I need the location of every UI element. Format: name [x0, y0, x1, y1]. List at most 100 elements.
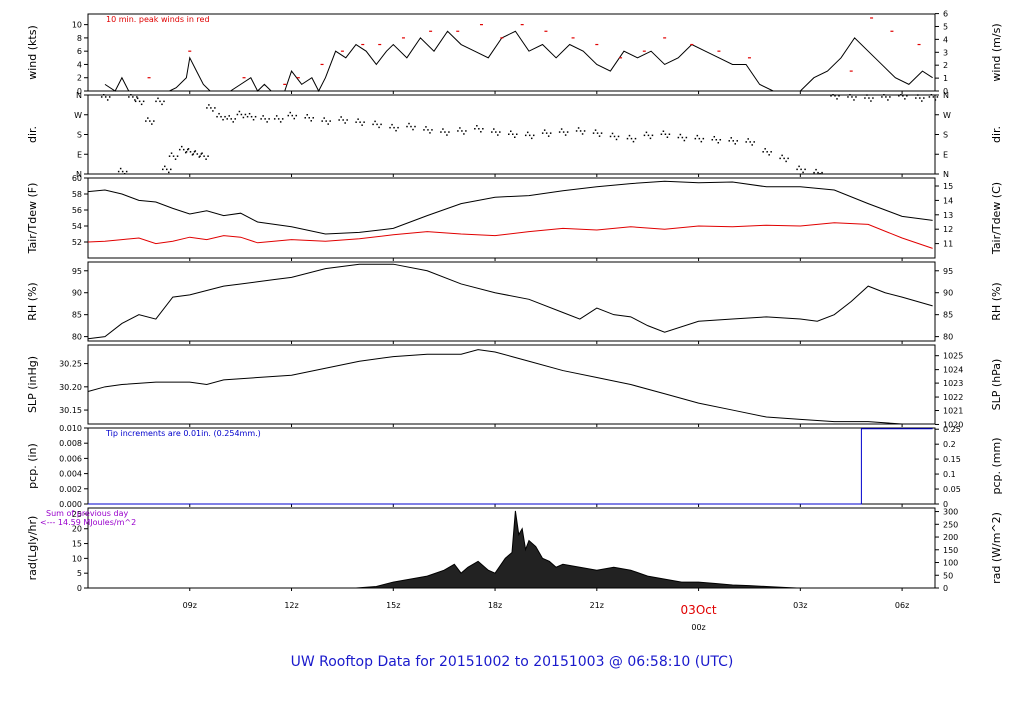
dir-point — [457, 130, 459, 132]
slp-ytick-right-label: 1021 — [943, 407, 963, 416]
dir-point — [683, 139, 686, 142]
dir-point — [866, 94, 868, 96]
dir-point — [804, 168, 806, 171]
dir-point — [813, 171, 815, 174]
dir-point — [497, 134, 499, 136]
dir-point — [834, 95, 836, 97]
dir-point — [715, 138, 718, 141]
slp-ytick-right-label: 1023 — [943, 379, 963, 388]
slp-ytick-right-label: 1025 — [943, 352, 963, 361]
dir-point — [151, 123, 153, 125]
dir-point — [130, 94, 132, 96]
dir-point — [180, 145, 183, 148]
slp-ytick-right-label: 1020 — [943, 420, 963, 429]
dir-point — [176, 155, 179, 157]
dir-point — [499, 131, 501, 133]
dir-point — [191, 154, 194, 156]
x-tick-label: 12z — [284, 601, 298, 610]
dir-point — [228, 115, 230, 117]
dir-point — [119, 167, 122, 170]
temp-ytick-right-label: 14 — [943, 196, 953, 205]
dir-point — [325, 120, 327, 122]
dir-point — [764, 148, 766, 150]
dir-ylabel-left: dir. — [26, 126, 39, 143]
wind-ytick-right-label: 5 — [943, 22, 948, 31]
rh-panel-frame — [87, 261, 936, 342]
dir-point — [340, 116, 342, 118]
rh-ytick-right-label: 80 — [943, 333, 953, 342]
rad-ytick-left-label: 0 — [77, 584, 82, 593]
dir-point — [393, 126, 395, 129]
dir-point — [651, 134, 654, 137]
dir-point — [293, 117, 296, 120]
wind-ytick-right-label: 1 — [943, 74, 948, 83]
pcp-ytick-right-label: 0.15 — [943, 455, 961, 464]
rh-ytick-right-label: 85 — [943, 311, 953, 320]
dir-point — [547, 135, 550, 137]
pcp-ytick-left-label: 0.002 — [59, 485, 82, 494]
dir-point — [819, 173, 821, 175]
dir-point — [728, 140, 730, 142]
dir-point — [220, 115, 222, 118]
dir-point — [207, 155, 209, 157]
dir-ytick-left-label: W — [74, 111, 82, 120]
dir-point — [668, 133, 671, 135]
dir-point — [410, 125, 412, 128]
rh-ylabel-right: RH (%) — [990, 282, 1003, 320]
dir-point — [376, 123, 378, 126]
dir-point — [397, 126, 399, 129]
dir-point — [579, 130, 582, 132]
dir-point — [530, 137, 533, 140]
temp-ytick-right-label: 11 — [943, 240, 953, 249]
dir-point — [184, 151, 187, 154]
dir-point — [474, 128, 476, 130]
dir-point — [262, 115, 264, 117]
dir-point — [205, 158, 207, 160]
dir-point — [380, 123, 382, 126]
dir-point — [412, 128, 414, 131]
dir-point — [123, 173, 126, 175]
slp-ytick-right-label: 1024 — [943, 366, 963, 375]
dir-point — [564, 134, 567, 136]
dir-point — [543, 129, 546, 131]
slp-series-line-0 — [87, 349, 933, 425]
dir-point — [134, 99, 136, 101]
rad-ytick-right-label: 0 — [943, 584, 948, 593]
dir-point — [549, 132, 552, 134]
dir-point — [321, 120, 323, 122]
dir-point — [444, 131, 446, 133]
dir-point — [374, 120, 376, 123]
dir-point — [870, 100, 872, 102]
dir-point — [108, 96, 111, 98]
dir-point — [900, 94, 902, 96]
dir-point — [753, 141, 755, 143]
dir-point — [125, 170, 128, 173]
footer-title: UW Rooftop Data for 20151002 to 20151003… — [291, 654, 734, 670]
dir-point — [770, 151, 772, 153]
dir-point — [140, 103, 143, 106]
dir-point — [198, 156, 201, 158]
dir-point — [431, 129, 433, 131]
rad-ytick-left-label: 5 — [77, 569, 82, 578]
dir-point — [196, 153, 199, 155]
dir-point — [378, 126, 380, 129]
dir-point — [898, 95, 900, 97]
dir-point — [645, 131, 648, 134]
dir-point — [495, 131, 497, 133]
dir-point — [355, 121, 357, 123]
dir-point — [594, 129, 597, 131]
dir-point — [465, 130, 467, 132]
dir-point — [643, 134, 646, 137]
dir-point — [203, 155, 205, 157]
dir-point — [838, 95, 840, 97]
wind-ytick-right-label: 0 — [943, 87, 948, 96]
dir-point — [560, 128, 563, 130]
dir-point — [917, 94, 919, 96]
dir-point — [711, 138, 714, 141]
temp-ytick-left-label: 54 — [72, 222, 82, 231]
dir-point — [868, 97, 870, 99]
dir-point — [389, 126, 391, 129]
dir-point — [719, 138, 722, 141]
dir-point — [510, 130, 512, 132]
rad-ytick-left-label: 20 — [72, 525, 82, 534]
